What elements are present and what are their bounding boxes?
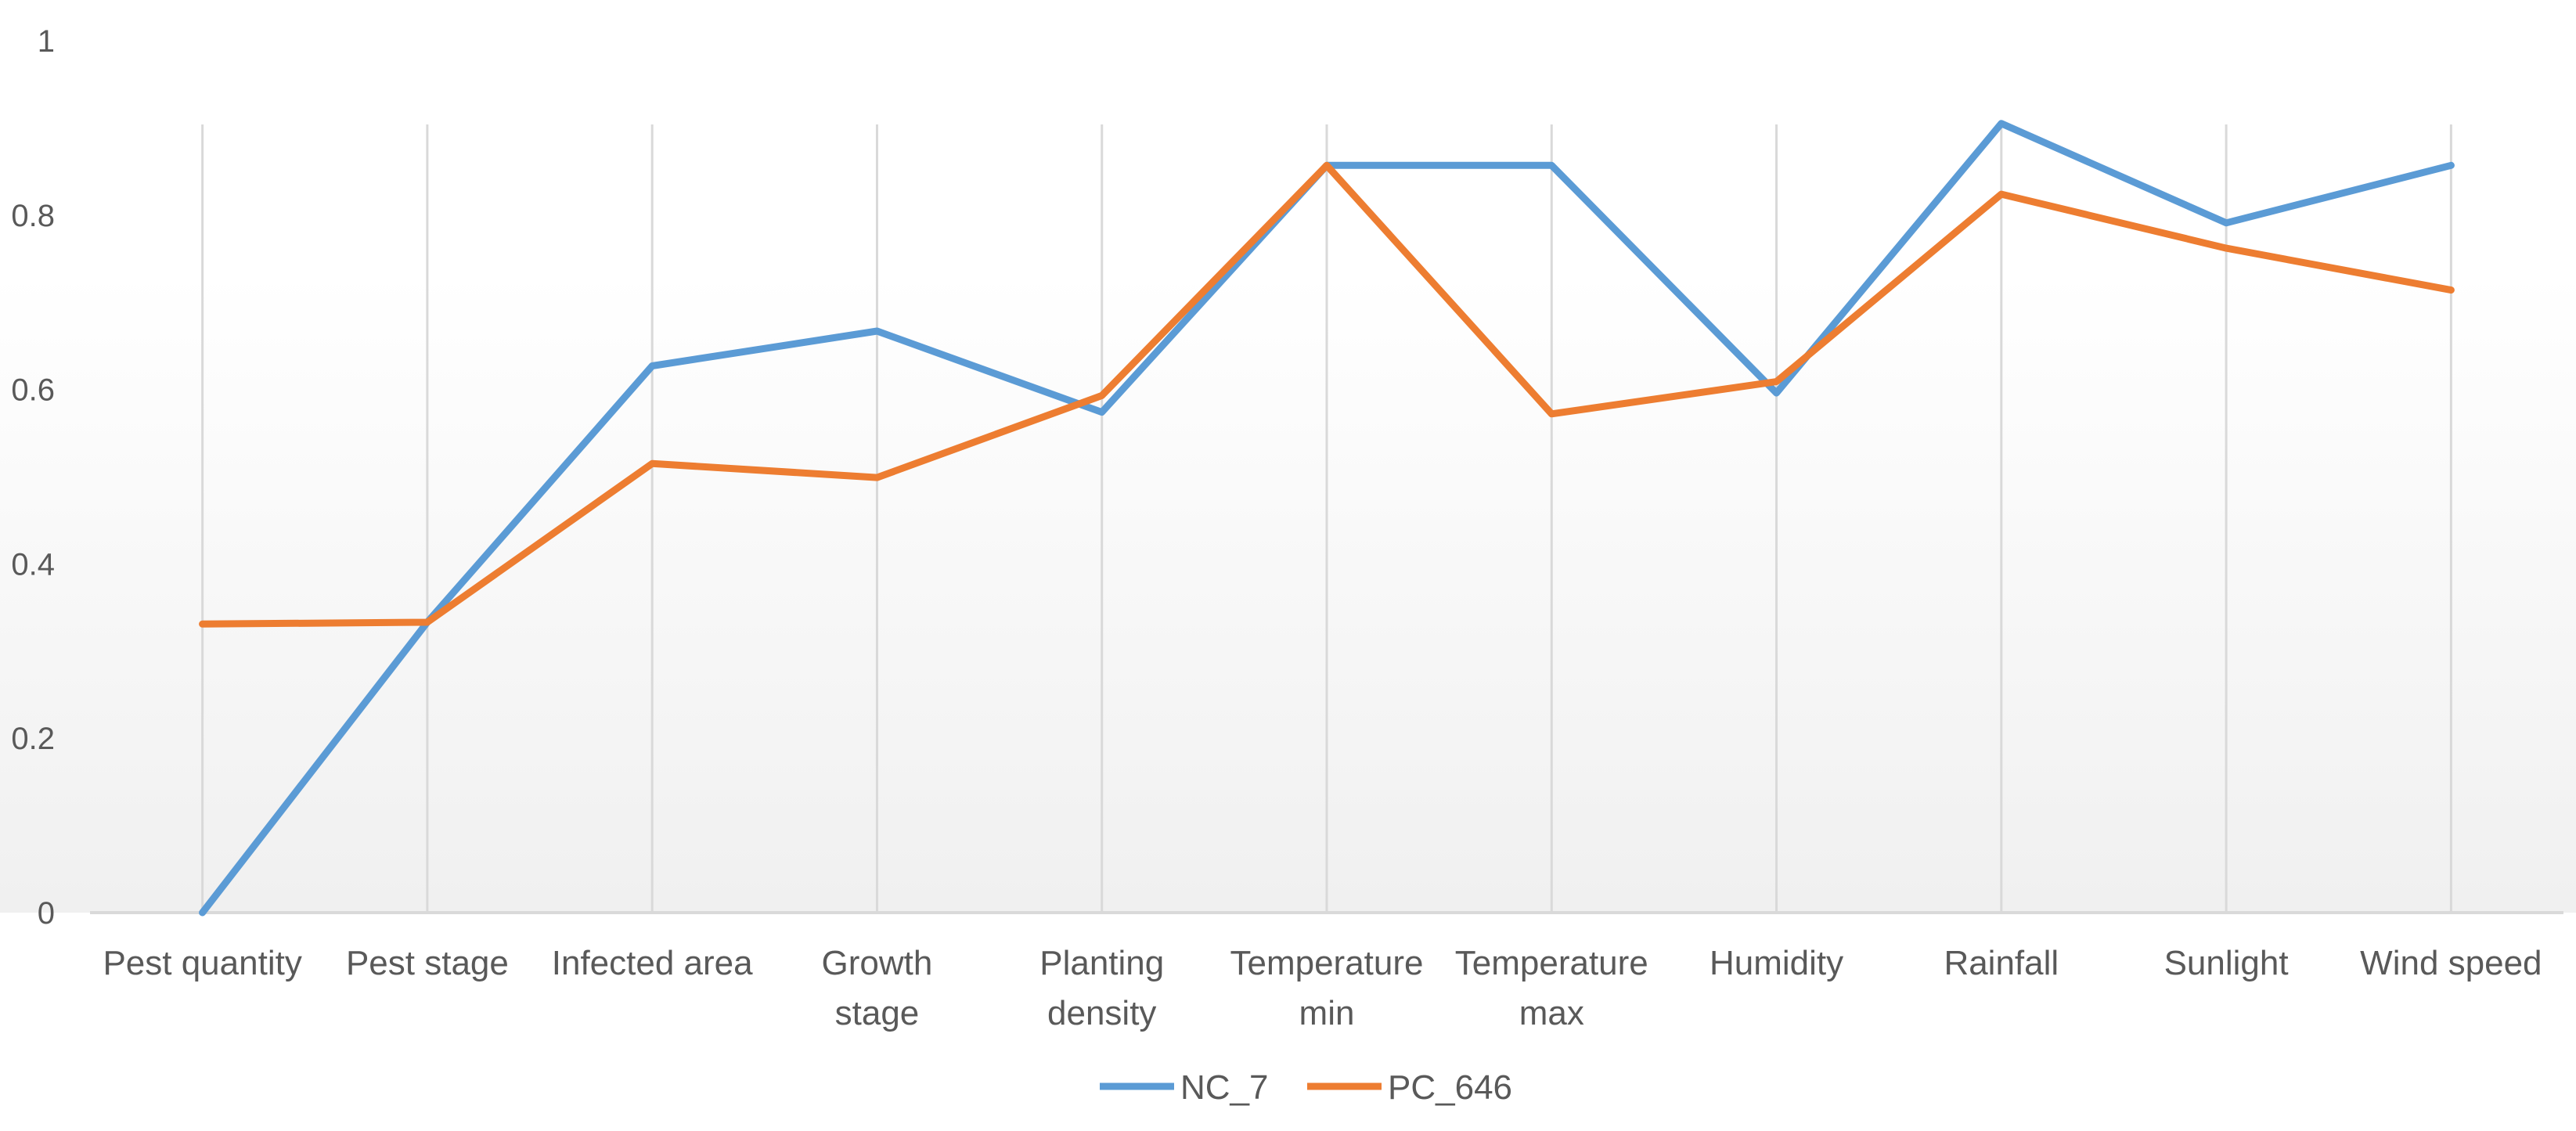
x-tick-label: Pest quantity [103,944,301,982]
y-tick-label: 0.8 [11,199,55,233]
x-tick-label: Sunlight [2164,944,2289,982]
y-tick-label: 0 [38,896,55,931]
x-tick-label: Pest stage [346,944,509,982]
x-tick-label: max [1519,994,1584,1032]
legend-label: NC_7 [1180,1068,1269,1107]
x-tick-label: Wind speed [2360,944,2542,982]
legend-label: PC_646 [1388,1068,1512,1107]
x-tick-label: Infected area [552,944,753,982]
vertical-gridlines [201,124,2452,913]
y-tick-label: 0.2 [11,722,55,756]
x-tick-label: Growth [822,944,933,982]
y-tick-label: 0.4 [11,547,55,582]
x-tick-label: Humidity [1710,944,1843,982]
x-tick-label: stage [835,994,920,1032]
plot-background [0,0,2576,913]
y-tick-label: 1 [38,24,55,59]
x-axis-tick-labels: Pest quantity Pest stage Infected area Grow… [103,944,2542,1032]
x-tick-label: Planting [1039,944,1164,982]
x-tick-label: min [1299,994,1355,1032]
x-tick-label: Temperature [1230,944,1423,982]
y-tick-label: 0.6 [11,373,55,408]
y-axis-tick-labels: 0 0.2 0.4 0.6 0.8 1 [11,24,55,931]
x-tick-label: Rainfall [1944,944,2059,982]
legend[interactable]: NC_7 PC_646 [1100,1068,1512,1107]
series-lines [199,120,2455,917]
x-tick-label: Temperature [1455,944,1648,982]
series-line-pc-646 [199,161,2455,628]
x-tick-label: density [1047,994,1156,1032]
